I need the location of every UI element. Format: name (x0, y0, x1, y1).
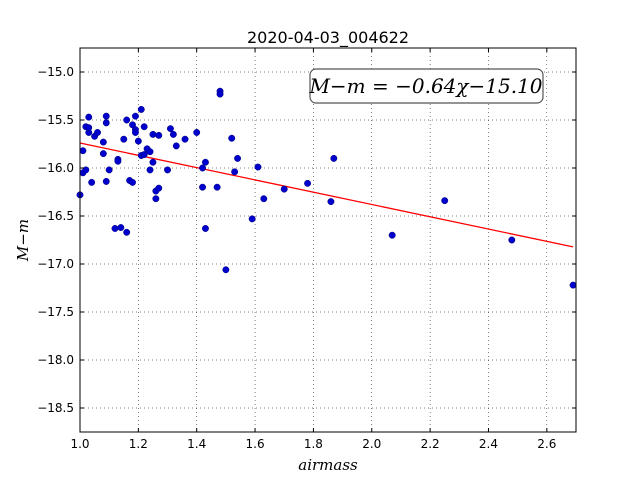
y-tick-label: −15.5 (37, 113, 74, 127)
data-point (88, 178, 96, 186)
y-tick-label: −16.0 (37, 161, 74, 175)
x-tick-label: 1.6 (246, 437, 265, 451)
data-point (155, 131, 163, 139)
fit-annotation: M−m = −0.64χ−15.10 (308, 68, 544, 104)
plot-area (80, 48, 576, 432)
x-tick-label: 2.2 (421, 437, 440, 451)
data-point (248, 215, 256, 223)
data-point (85, 113, 93, 121)
data-point (213, 183, 221, 191)
x-tick-label: 1.0 (70, 437, 89, 451)
data-point (117, 224, 125, 231)
data-point (120, 135, 128, 143)
data-point (569, 281, 577, 289)
data-point (105, 166, 113, 174)
x-tick-label: 1.2 (129, 437, 148, 451)
data-point (166, 125, 174, 133)
data-point (114, 157, 122, 165)
data-point (260, 195, 268, 203)
data-points (76, 87, 577, 289)
data-point (129, 178, 136, 186)
x-tick-label: 2.4 (479, 437, 498, 451)
data-point (199, 183, 206, 191)
data-point (330, 154, 338, 162)
x-tick-label: 1.8 (304, 437, 323, 451)
data-point (102, 177, 110, 185)
data-point (304, 179, 312, 187)
data-point (202, 225, 209, 232)
data-point (82, 166, 90, 174)
data-point (79, 147, 87, 155)
data-point (254, 163, 262, 171)
y-axis-label: M−m (14, 219, 32, 262)
data-point (169, 130, 177, 138)
x-tick-label: 1.4 (187, 437, 206, 451)
y-tick-label: −18.0 (37, 353, 74, 367)
data-point (85, 124, 93, 132)
data-point (388, 231, 396, 239)
data-point (216, 90, 224, 98)
data-point (99, 138, 107, 146)
data-point (140, 123, 148, 131)
data-point (123, 116, 131, 124)
data-point (146, 148, 154, 156)
data-point (123, 228, 131, 236)
data-point (146, 166, 154, 174)
data-point (111, 225, 119, 232)
data-point (280, 185, 288, 193)
y-tick-labels: −15.0 −15.5 −16.0 −16.5 −17.0 −17.5 −18.0 −18.5 (37, 65, 74, 415)
data-point (202, 158, 209, 166)
data-point (441, 197, 449, 205)
data-point (131, 129, 139, 136)
data-point (131, 112, 139, 120)
data-point (149, 130, 157, 138)
x-axis-label: airmass (298, 456, 358, 474)
grid-lines (79, 48, 576, 432)
data-point (193, 129, 201, 136)
data-point (172, 142, 180, 150)
data-point (137, 105, 145, 113)
data-point (94, 129, 101, 136)
data-point (228, 134, 236, 142)
x-tick-labels: 1.0 1.2 1.4 1.6 1.8 2.0 2.2 2.4 2.6 (70, 437, 556, 451)
data-point (164, 166, 171, 174)
y-tick-label: −17.0 (37, 257, 74, 271)
data-point (99, 150, 107, 158)
plot-frame (79, 47, 577, 433)
chart-title: 2020-04-03_004622 (247, 28, 409, 48)
y-tick-label: −18.5 (37, 401, 74, 415)
x-tick-label: 2.6 (537, 437, 556, 451)
y-tick-label: −16.5 (37, 209, 74, 223)
fit-line (79, 142, 574, 248)
data-point (134, 137, 142, 145)
data-point (149, 158, 157, 166)
axis-ticks (79, 48, 576, 432)
x-tick-label: 2.0 (362, 437, 381, 451)
data-point (181, 135, 189, 143)
data-point (231, 168, 239, 176)
data-point (152, 195, 160, 203)
y-tick-label: −17.5 (37, 305, 74, 319)
data-point (140, 151, 148, 159)
data-point (234, 154, 242, 162)
y-tick-label: −15.0 (37, 65, 74, 79)
annotation-equation: M−m = −0.64χ−15.10 (308, 74, 542, 98)
data-point (199, 164, 206, 172)
data-point (508, 236, 516, 244)
fit-line-layer (79, 142, 574, 248)
data-point (102, 119, 110, 127)
data-point (155, 184, 163, 192)
data-point (327, 198, 335, 206)
annotation-box (309, 68, 544, 104)
data-point (222, 266, 230, 274)
data-point (102, 112, 110, 120)
